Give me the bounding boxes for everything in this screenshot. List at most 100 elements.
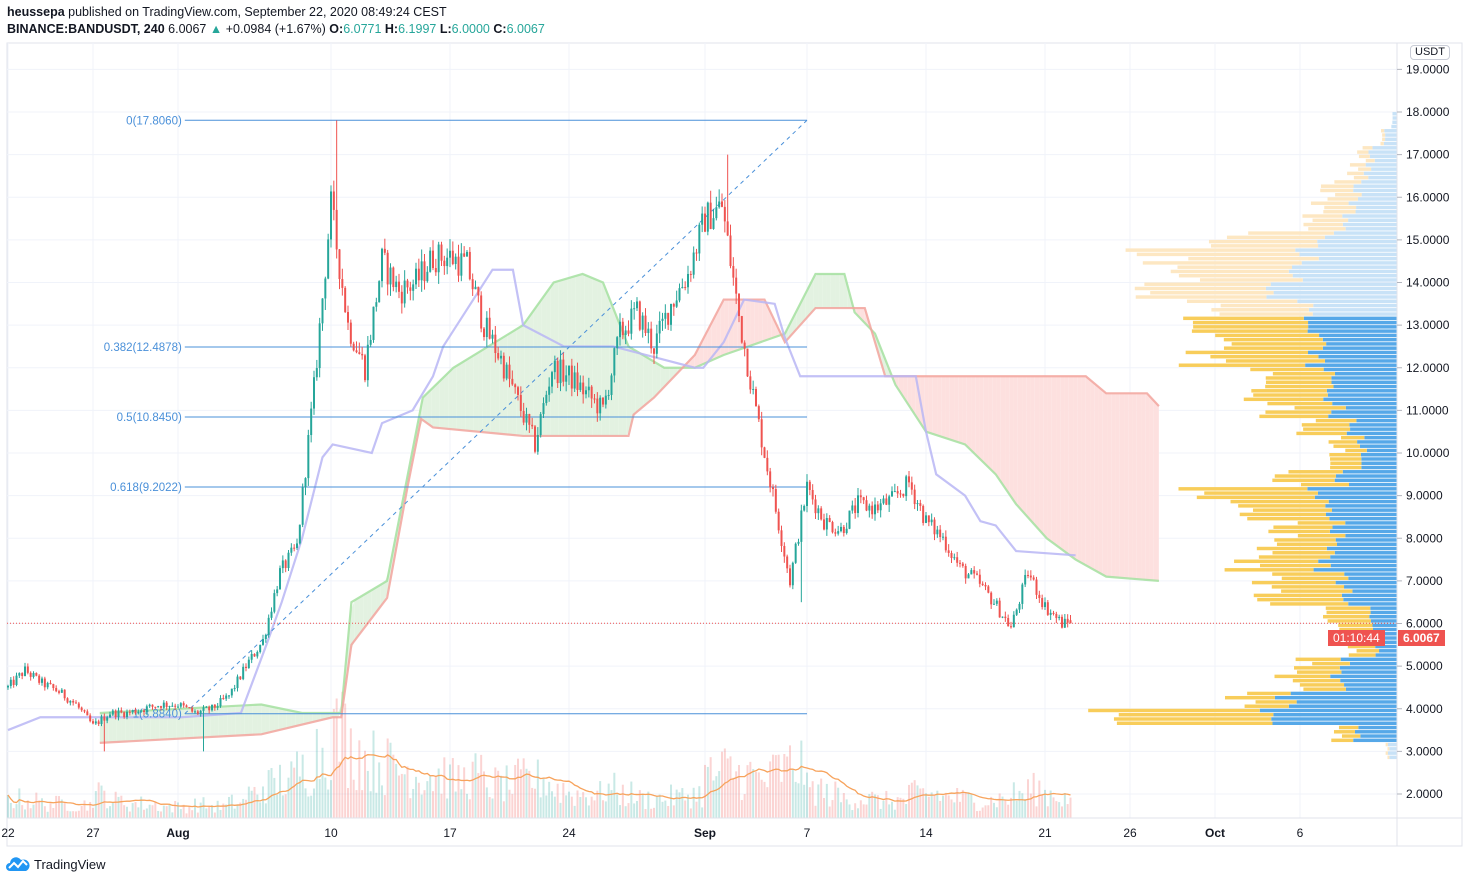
candle-body (644, 315, 647, 334)
profile-up-bar (1332, 401, 1397, 406)
profile-down-bar (1385, 742, 1388, 747)
candle-body (1063, 618, 1066, 628)
price-axis[interactable]: 2.0000 3.0000 4.0000 5.0000 6.0000 7.0000 8.00… (1397, 62, 1450, 801)
candle-body (426, 271, 429, 282)
volume-bar (315, 728, 318, 818)
candle-body (100, 716, 103, 724)
cloud-segment (316, 713, 321, 722)
profile-down-bar (1255, 700, 1297, 704)
cloud-segment (235, 705, 241, 736)
cloud-segment (1098, 386, 1103, 575)
cloud-segment (584, 274, 589, 436)
candle-body (854, 505, 857, 514)
cloud-segment (1115, 393, 1120, 578)
cloud-segment (648, 358, 653, 403)
cloud-segment (274, 707, 279, 732)
volume-bar (667, 805, 670, 818)
profile-up-bar (1353, 738, 1397, 743)
candle-body (704, 213, 706, 232)
volume-bar (916, 785, 919, 818)
cloud-segment (1158, 405, 1159, 581)
candle-body (655, 333, 658, 354)
cloud-segment (1102, 390, 1108, 577)
volume-bar (692, 787, 695, 818)
cloud-segment (622, 331, 627, 436)
cloud-segment (1056, 376, 1061, 549)
volume-bar (378, 762, 381, 818)
volume-bar (644, 809, 647, 818)
candle-body (1015, 609, 1018, 615)
candle-body (434, 268, 437, 273)
volume-bar (463, 767, 466, 818)
volume-bar (633, 803, 636, 818)
profile-up-bar (1353, 188, 1397, 193)
candle-body (857, 495, 859, 514)
volume-bar (366, 770, 369, 818)
candle-body (375, 302, 378, 307)
y-tick-label: 4.0000 (1406, 702, 1443, 716)
cloud-segment (881, 350, 887, 377)
candle-body (1044, 602, 1046, 608)
candle-body (361, 353, 364, 356)
profile-down-bar (1215, 333, 1320, 338)
volume-bar (488, 797, 491, 818)
symbol[interactable]: BINANCE:BANDUSDT, 240 (7, 22, 165, 36)
profile-up-bar (1318, 354, 1397, 359)
cloud-segment (822, 273, 827, 309)
candle-body (162, 702, 165, 708)
profile-up-bar (1372, 627, 1397, 632)
volume-bar (310, 795, 313, 818)
cloud-segment (1145, 393, 1150, 581)
volume-pane (7, 691, 1072, 818)
volume-bar (304, 788, 307, 818)
volume-bar (429, 776, 432, 818)
volume-bar (15, 804, 18, 818)
cloud-segment (516, 326, 521, 436)
profile-up-bar (1346, 431, 1397, 436)
candle-body (460, 253, 463, 276)
volume-bar (531, 787, 534, 818)
profile-down-bar (1299, 683, 1345, 687)
volume-bar (517, 758, 519, 818)
volume-bar (216, 800, 219, 818)
volume-bar (794, 781, 797, 818)
volume-bar (593, 800, 596, 818)
candle-body (199, 710, 202, 714)
profile-up-bar (1361, 465, 1397, 470)
cloud-segment (308, 713, 313, 724)
volume-bar (1066, 804, 1069, 818)
volume-bar (661, 801, 664, 818)
candle-body (865, 500, 868, 511)
candle-body (307, 434, 310, 479)
volume-bar (406, 766, 409, 818)
volume-bar (981, 807, 984, 818)
candle-body (797, 541, 800, 544)
profile-down-bar (1226, 235, 1325, 240)
candle-body (154, 706, 157, 708)
time-axis[interactable]: 22 27 Aug 10 17 24 Sep 7 14 21 26 Oct 6 (1, 826, 1303, 840)
volume-bar (783, 754, 786, 818)
currency-button[interactable]: USDT (1410, 45, 1450, 60)
candle-body (593, 398, 596, 400)
candle-body (715, 207, 718, 219)
profile-up-bar (1342, 214, 1397, 218)
volume-bar (740, 800, 743, 818)
candle-body (670, 304, 672, 325)
close-label: C: (493, 22, 507, 36)
volume-bar (293, 767, 296, 818)
fibonacci-retracement[interactable]: 0(17.8060) 0.382(12.4878) 0.5(10.8450) 0.61… (104, 115, 808, 721)
author[interactable]: heussepa (7, 5, 65, 19)
volume-bar (211, 805, 213, 818)
volume-bar (536, 759, 539, 818)
volume-bar (7, 794, 9, 818)
candle-body (505, 364, 508, 379)
cloud-segment (1128, 393, 1133, 579)
volume-bar (417, 782, 420, 818)
candle-body (349, 322, 352, 344)
volume-bar (573, 805, 576, 818)
profile-down-bar (1358, 167, 1372, 171)
tradingview-logo[interactable]: TradingView (6, 856, 106, 872)
cloud-segment (813, 273, 819, 310)
volume-bar (950, 799, 953, 818)
